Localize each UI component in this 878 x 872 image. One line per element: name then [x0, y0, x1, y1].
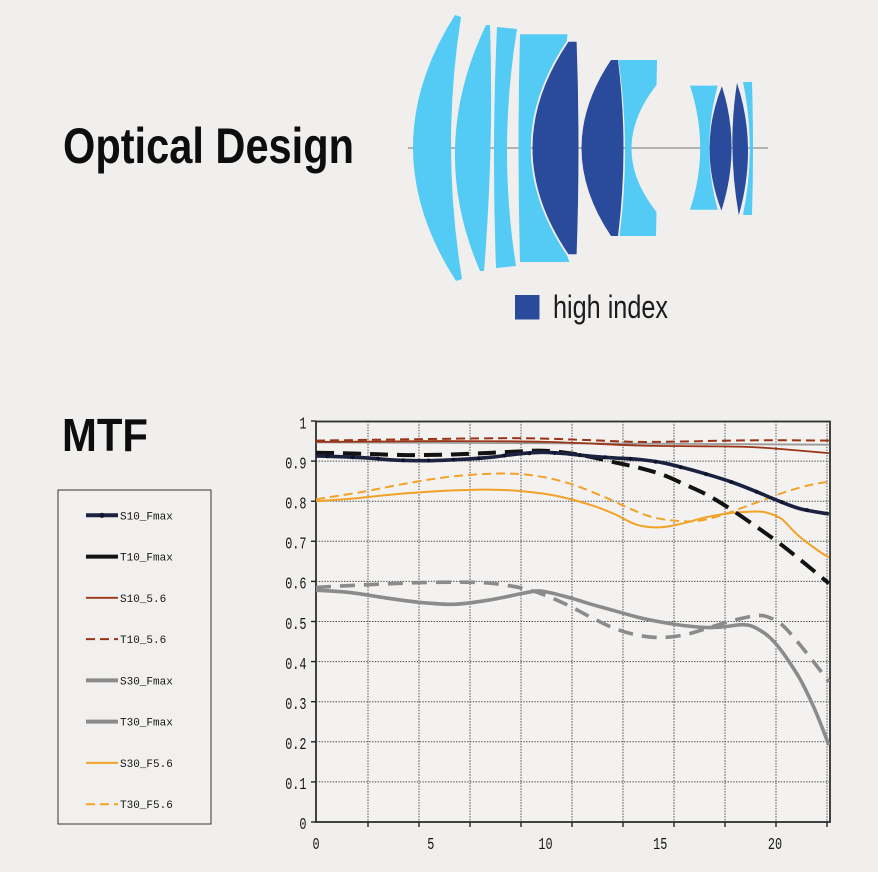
svg-text:0.4: 0.4 [285, 655, 306, 674]
svg-text:0.6: 0.6 [285, 575, 306, 594]
svg-text:0: 0 [312, 835, 319, 854]
svg-text:high index: high index [553, 289, 668, 325]
svg-text:10: 10 [538, 835, 552, 854]
svg-text:T30_Fmax: T30_Fmax [120, 718, 173, 730]
svg-text:0.1: 0.1 [285, 775, 306, 794]
svg-text:1: 1 [299, 415, 306, 434]
svg-text:S30_F5.6: S30_F5.6 [120, 759, 173, 771]
svg-text:0.8: 0.8 [285, 495, 306, 514]
svg-text:T10_5.6: T10_5.6 [120, 635, 166, 647]
svg-text:0.5: 0.5 [285, 615, 306, 634]
svg-text:0.2: 0.2 [285, 735, 306, 754]
svg-text:0: 0 [299, 815, 306, 834]
svg-text:5: 5 [427, 835, 434, 854]
svg-text:20: 20 [768, 835, 782, 854]
svg-text:MTF: MTF [62, 409, 148, 461]
svg-text:T30_F5.6: T30_F5.6 [120, 800, 173, 812]
svg-text:S10_5.6: S10_5.6 [120, 594, 166, 606]
svg-text:S30_Fmax: S30_Fmax [120, 676, 173, 688]
svg-text:0.9: 0.9 [285, 455, 306, 474]
svg-text:S10_Fmax: S10_Fmax [120, 511, 173, 523]
svg-text:0.7: 0.7 [285, 535, 306, 554]
svg-text:0.3: 0.3 [285, 695, 306, 714]
svg-text:15: 15 [653, 835, 667, 854]
svg-text:T10_Fmax: T10_Fmax [120, 553, 173, 565]
svg-text:Optical Design: Optical Design [63, 118, 354, 174]
